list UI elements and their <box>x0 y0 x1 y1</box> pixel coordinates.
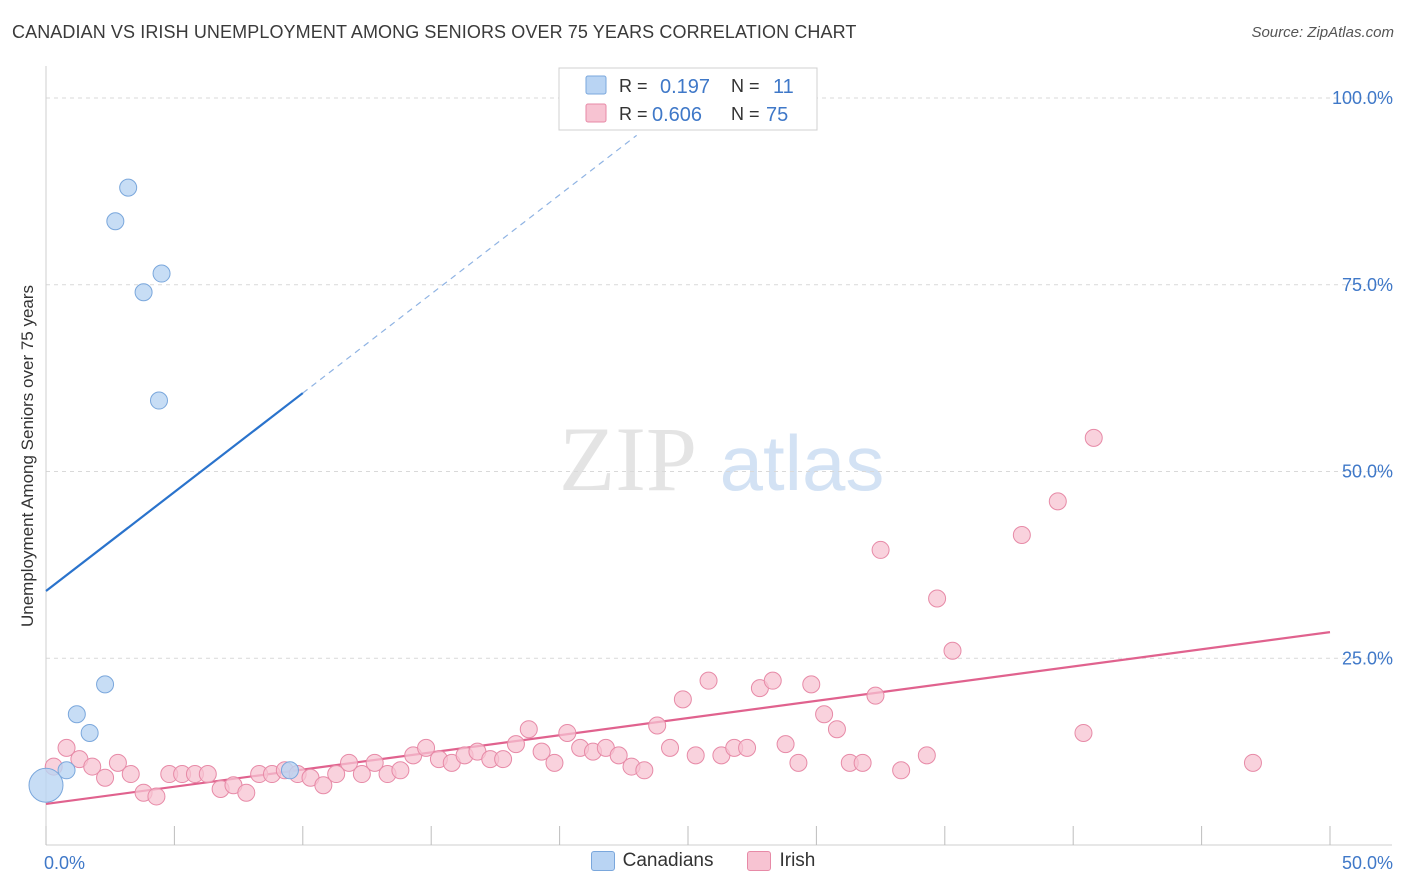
irish-point <box>776 735 795 754</box>
x-tick-label: 50.0% <box>1342 853 1393 873</box>
irish-point <box>352 765 371 784</box>
legend-r-label-canadians: R = <box>619 76 648 96</box>
irish-point <box>853 753 872 772</box>
irish-point <box>237 783 256 802</box>
watermark-zip: ZIP <box>559 408 697 510</box>
canadians-point <box>96 675 115 694</box>
irish-point <box>327 765 346 784</box>
x-tick-labels: 0.0% 50.0% <box>44 853 1393 873</box>
irish-point <box>815 705 834 724</box>
legend-swatch-irish <box>585 103 607 123</box>
y-gridlines <box>46 97 1392 659</box>
chart-title: CANADIAN VS IRISH UNEMPLOYMENT AMONG SEN… <box>12 22 857 42</box>
irish-point <box>871 540 890 559</box>
irish-point <box>609 746 628 765</box>
canadians-trend-extension <box>302 134 638 394</box>
irish-point <box>802 675 821 694</box>
irish-point <box>686 746 705 765</box>
y-axis-label: Unemployment Among Seniors over 75 years <box>18 285 37 627</box>
canadians-point <box>119 178 138 197</box>
legend-r-value-canadians: 0.197 <box>660 76 710 98</box>
irish-point <box>763 671 782 690</box>
source-label: Source: ZipAtlas.com <box>1251 24 1394 41</box>
legend-r-value-irish: 0.606 <box>652 104 702 126</box>
y-tick-label: 75.0% <box>1342 275 1393 295</box>
legend-swatch-canadians <box>585 75 607 95</box>
irish-point <box>866 686 885 705</box>
irish-point <box>928 589 947 608</box>
irish-point <box>673 690 692 709</box>
canadians-point <box>134 283 153 302</box>
irish-legend-label: Irish <box>779 850 816 871</box>
irish-point <box>494 750 513 769</box>
irish-point <box>519 720 538 739</box>
legend-box: R = 0.197 N = 11 R = 0.606 N = 75 <box>558 67 818 131</box>
canadians-point <box>80 723 99 742</box>
canadians-swatch <box>590 851 615 871</box>
y-tick-label: 50.0% <box>1342 462 1393 482</box>
canadians-point <box>280 761 299 780</box>
canadians-point <box>149 391 168 410</box>
irish-point <box>1084 428 1103 447</box>
irish-point <box>147 787 166 806</box>
irish-point <box>121 765 140 784</box>
irish-point <box>340 753 359 772</box>
canadians-legend-label: Canadians <box>622 850 714 871</box>
irish-point <box>545 753 564 772</box>
irish-point <box>314 776 333 795</box>
legend-n-label-irish: N = <box>731 104 760 124</box>
irish-point <box>532 742 551 761</box>
canadians-point <box>28 767 64 803</box>
irish-point <box>892 761 911 780</box>
irish-point <box>648 716 667 735</box>
bottom-legend: Canadians Irish <box>0 850 1406 872</box>
canadians-point <box>106 212 125 231</box>
irish-point <box>917 746 936 765</box>
irish-point <box>57 738 76 757</box>
canadians-point <box>67 705 86 724</box>
irish-point <box>661 738 680 757</box>
legend-n-value-irish: 75 <box>766 104 788 126</box>
legend-n-value-canadians: 11 <box>773 76 794 98</box>
irish-point <box>1048 492 1067 511</box>
irish-points <box>44 428 1262 806</box>
irish-swatch <box>747 851 772 871</box>
irish-point <box>827 720 846 739</box>
irish-point <box>943 641 962 660</box>
y-tick-label: 100.0% <box>1332 88 1393 108</box>
irish-point <box>1012 525 1031 544</box>
canadians-trend-line <box>45 392 304 592</box>
irish-point <box>83 757 102 776</box>
bottom-legend-irish: Irish <box>747 850 815 872</box>
canadians-points <box>28 178 299 803</box>
watermark-atlas: atlas <box>720 419 885 507</box>
irish-point <box>558 723 577 742</box>
irish-point <box>1243 753 1262 772</box>
irish-point <box>365 753 384 772</box>
irish-point <box>417 738 436 757</box>
irish-point <box>1074 723 1093 742</box>
irish-point <box>96 768 115 787</box>
x-tick-label: 0.0% <box>44 853 85 873</box>
irish-point <box>635 761 654 780</box>
canadians-point <box>152 264 171 283</box>
irish-point <box>738 738 757 757</box>
legend-r-label-irish: R = <box>619 104 648 124</box>
bottom-legend-canadians: Canadians <box>590 850 714 872</box>
irish-point <box>506 735 525 754</box>
y-tick-label: 25.0% <box>1342 648 1393 668</box>
irish-point <box>391 761 410 780</box>
irish-point <box>789 753 808 772</box>
y-tick-labels: 100.0% 75.0% 50.0% 25.0% <box>1332 88 1393 668</box>
legend-n-label-canadians: N = <box>731 76 760 96</box>
irish-point <box>699 671 718 690</box>
irish-point <box>108 753 127 772</box>
irish-point <box>198 765 217 784</box>
canadians-point <box>57 761 76 780</box>
axes <box>45 66 1392 846</box>
